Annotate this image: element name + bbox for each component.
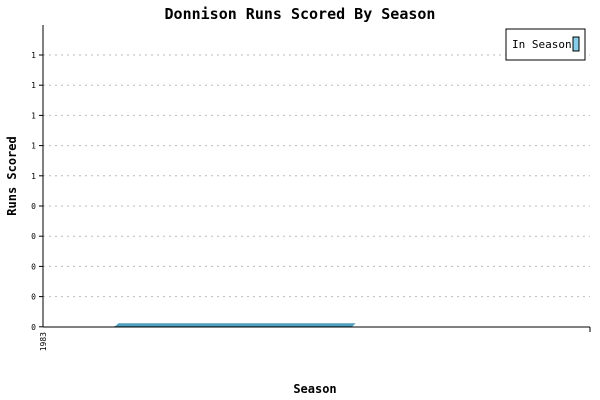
y-tick-label: 0 (31, 262, 36, 271)
x-axis-ticks: 1983 (39, 332, 48, 351)
y-tick-label: 0 (31, 293, 36, 302)
x-tick-label: 1983 (39, 332, 48, 351)
y-axis-ticks: 1 1 1 1 1 0 0 0 0 0 (31, 51, 43, 332)
chart-title: Donnison Runs Scored By Season (165, 5, 436, 23)
y-tick-label: 1 (31, 51, 36, 60)
gridlines (43, 54, 590, 298)
x-axis-label: Season (293, 382, 336, 396)
y-tick-label: 1 (31, 172, 36, 181)
y-tick-label: 1 (31, 81, 36, 90)
legend-box (505, 28, 586, 61)
series-area (113, 322, 357, 328)
legend-label: In Season (512, 38, 572, 51)
y-tick-label: 1 (31, 111, 36, 120)
y-tick-label: 0 (31, 323, 36, 332)
y-axis-label: Runs Scored (5, 136, 19, 215)
legend-swatch (572, 36, 580, 52)
y-tick-label: 0 (31, 232, 36, 241)
y-tick-label: 0 (31, 202, 36, 211)
legend: In Season (505, 28, 586, 61)
y-tick-label: 1 (31, 142, 36, 151)
